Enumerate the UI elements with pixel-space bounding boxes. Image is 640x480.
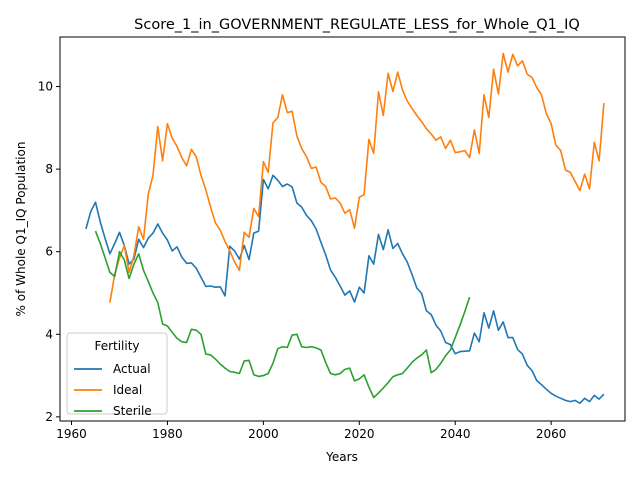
series-line-actual: [85, 174, 605, 404]
chart-title: Score_1_in_GOVERNMENT_REGULATE_LESS_for_…: [134, 17, 580, 33]
legend: Fertility Actual Ideal Sterile: [66, 332, 168, 418]
axes-frame: [59, 36, 626, 422]
series-line-ideal: [109, 52, 605, 303]
legend-label-actual: Actual: [113, 362, 151, 376]
y-tick-label: 6: [45, 245, 53, 259]
y-tick-label: 4: [45, 327, 53, 341]
y-axis-ticks: 2 4 6 8 10: [38, 80, 60, 424]
legend-label-sterile: Sterile: [113, 404, 152, 418]
legend-label-ideal: Ideal: [113, 383, 142, 397]
x-tick-label: 2060: [536, 427, 567, 441]
series-line-sterile: [94, 230, 471, 399]
legend-title: Fertility: [94, 339, 139, 353]
x-tick-label: 2000: [248, 427, 279, 441]
plot-area: [85, 52, 605, 404]
legend-box: [66, 332, 168, 415]
x-tick-label: 1980: [152, 427, 183, 441]
y-tick-label: 10: [38, 80, 53, 94]
x-tick-label: 2040: [440, 427, 471, 441]
x-tick-label: 1960: [56, 427, 87, 441]
x-axis-ticks: 1960 1980 2000 2020 2040 2060: [56, 421, 566, 441]
y-axis-label: % of Whole Q1_IQ Population: [14, 142, 28, 317]
x-tick-label: 2020: [344, 427, 375, 441]
y-tick-label: 2: [45, 410, 53, 424]
x-axis-label: Years: [325, 450, 358, 464]
y-tick-label: 8: [45, 162, 53, 176]
